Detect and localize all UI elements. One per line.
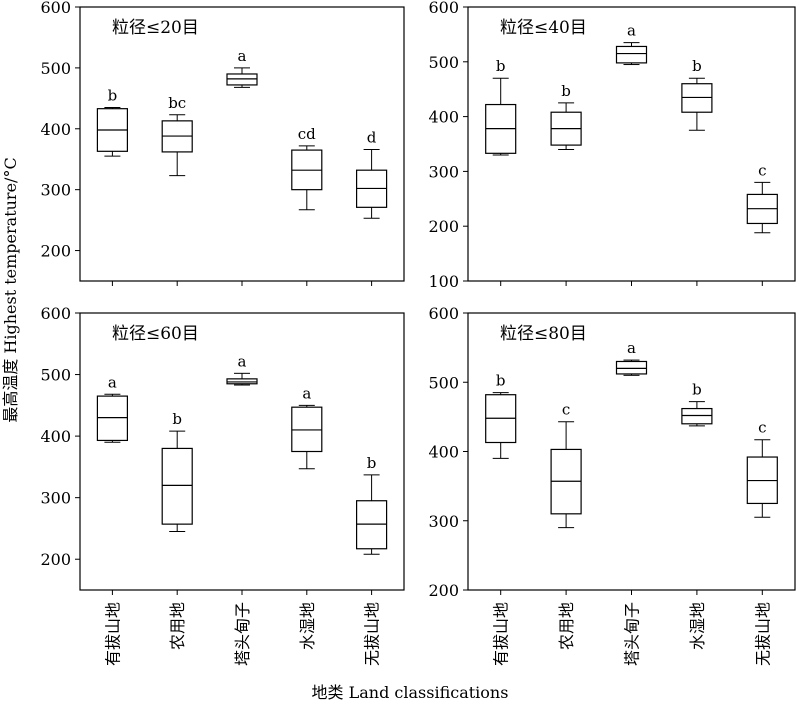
iqr-box — [291, 406, 323, 453]
x-category-label: 农用地 — [168, 602, 187, 650]
y-tick-label: 600 — [428, 304, 459, 323]
box-5: c — [746, 419, 778, 518]
significance-letter: a — [108, 373, 117, 391]
y-tick-label: 200 — [428, 217, 459, 236]
box-1: a — [96, 373, 129, 443]
iqr-box — [615, 45, 648, 64]
x-category-label: 农用地 — [557, 602, 576, 650]
box-2: b — [161, 410, 193, 533]
significance-letter: b — [496, 372, 506, 390]
iqr-box — [356, 500, 388, 550]
x-category-label: 有拔山地 — [492, 602, 511, 666]
significance-letter: a — [238, 352, 247, 370]
panel-4: 200 300 400 500 600 粒径≤80目 b c a b c — [428, 304, 796, 600]
panel-title: 粒径≤80目 — [500, 324, 587, 344]
significance-letter: d — [367, 128, 377, 146]
x-category-label: 无拔山地 — [363, 602, 382, 666]
y-tick-label: 300 — [40, 489, 71, 508]
significance-letter: c — [758, 161, 766, 179]
iqr-box — [615, 360, 648, 375]
box-3: a — [615, 22, 648, 66]
y-tick-label: 200 — [428, 581, 459, 600]
box-2: c — [550, 401, 582, 529]
significance-letter: a — [302, 384, 311, 402]
y-tick-label: 500 — [428, 373, 459, 392]
box-4: cd — [291, 125, 323, 211]
x-category-label: 水湿地 — [688, 602, 707, 650]
panel-1: 200 300 400 500 600 粒径≤20目 b bc a cd d — [40, 0, 405, 286]
significance-letter: a — [238, 47, 247, 65]
panel-3: 200 300 400 500 600 粒径≤60目 a b a a b — [40, 304, 405, 595]
panel-title: 粒径≤40目 — [500, 18, 587, 38]
y-tick-label: 500 — [428, 53, 459, 72]
box-5: b — [356, 454, 388, 555]
significance-letter: b — [172, 410, 182, 428]
box-3: a — [615, 339, 648, 376]
x-category-label: 无拔山地 — [753, 602, 772, 666]
y-tick-label: 200 — [40, 550, 71, 569]
box-2: b — [550, 82, 582, 150]
x-category-label: 塔头甸子 — [623, 602, 642, 666]
y-tick-label: 300 — [40, 181, 71, 200]
y-tick-label: 500 — [40, 59, 71, 78]
x-category-label: 水湿地 — [298, 602, 317, 650]
y-tick-label: 400 — [428, 108, 459, 127]
y-tick-label: 300 — [428, 512, 459, 531]
box-3: a — [226, 352, 258, 386]
x-category-labels: 有拔山地 农用地 塔头甸子 水湿地 无拔山地 有拔山地 农用地 塔头甸子 水湿地 无拔山地 — [103, 602, 772, 666]
y-tick-label: 100 — [428, 272, 459, 291]
box-4: a — [291, 384, 323, 470]
box-1: b — [96, 86, 129, 157]
box-1: b — [485, 372, 517, 459]
significance-letter: b — [561, 82, 571, 100]
y-axis-label: 最高温度 Highest temperature/°C — [1, 157, 20, 422]
iqr-box — [226, 73, 258, 86]
y-tick-label: 400 — [428, 443, 459, 462]
significance-letter: bc — [168, 94, 186, 112]
iqr-box — [226, 378, 258, 385]
panel-2: 100 200 300 400 500 600 粒径≤40目 b b a b c — [428, 0, 796, 291]
significance-letter: b — [496, 57, 506, 75]
box-3: a — [226, 47, 258, 88]
box-1: b — [485, 57, 517, 156]
y-tick-label: 600 — [40, 304, 71, 323]
iqr-box — [96, 395, 129, 442]
box-5: c — [746, 161, 778, 234]
box-2: bc — [161, 94, 193, 177]
y-tick-label: 400 — [40, 120, 71, 139]
x-category-label: 有拔山地 — [103, 602, 122, 666]
box-4: b — [681, 57, 713, 131]
y-tick-label: 400 — [40, 427, 71, 446]
y-tick-label: 600 — [428, 0, 459, 17]
iqr-box — [681, 407, 713, 425]
significance-letter: b — [367, 454, 377, 472]
x-category-label: 塔头甸子 — [233, 602, 252, 666]
panel-title: 粒径≤20目 — [112, 18, 199, 38]
y-tick-label: 200 — [40, 242, 71, 261]
significance-letter: b — [692, 57, 702, 75]
significance-letter: b — [692, 381, 702, 399]
x-axis-label: 地类 Land classifications — [312, 683, 509, 702]
box-4: b — [681, 381, 713, 427]
box-5: d — [356, 128, 388, 219]
significance-letter: cd — [298, 125, 316, 143]
significance-letter: b — [108, 86, 118, 104]
significance-letter: c — [562, 401, 570, 419]
significance-letter: c — [758, 419, 766, 437]
y-tick-label: 500 — [40, 366, 71, 385]
significance-letter: a — [627, 339, 636, 357]
y-tick-label: 300 — [428, 162, 459, 181]
y-tick-label: 600 — [40, 0, 71, 17]
panel-title: 粒径≤60目 — [112, 324, 199, 344]
significance-letter: a — [627, 22, 636, 40]
iqr-box — [161, 447, 193, 525]
